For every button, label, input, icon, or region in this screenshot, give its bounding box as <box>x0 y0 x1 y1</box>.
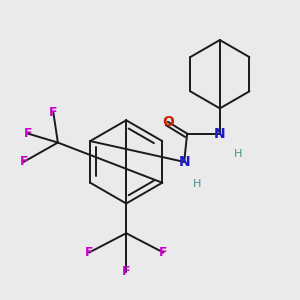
Text: F: F <box>49 106 58 119</box>
Text: F: F <box>85 246 93 259</box>
Text: O: O <box>162 115 174 129</box>
Text: F: F <box>122 266 130 278</box>
Text: N: N <box>178 155 190 169</box>
Text: F: F <box>24 127 32 140</box>
Text: H: H <box>194 179 202 189</box>
Text: F: F <box>159 246 168 259</box>
Text: N: N <box>214 127 226 141</box>
Text: F: F <box>20 155 28 168</box>
Text: H: H <box>233 149 242 160</box>
